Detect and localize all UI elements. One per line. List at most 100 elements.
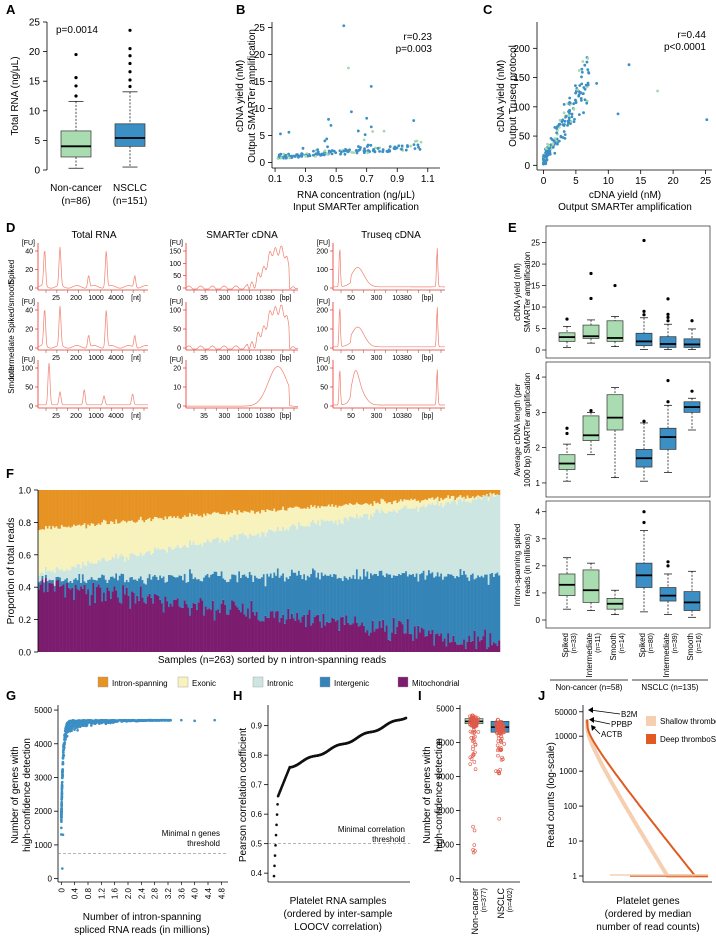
f-bar-91-3 <box>197 579 200 603</box>
c-ylabel2: Output Truseq protocol <box>508 45 519 147</box>
c-point-170 <box>551 142 555 146</box>
d-r0-c0-xtick-label-4: [nt] <box>131 295 141 302</box>
f-bar-104-4 <box>220 603 223 652</box>
f-bar-49-2 <box>124 561 127 583</box>
f-bar-4-2 <box>45 566 48 575</box>
b-point-157 <box>290 156 294 159</box>
b-point-21 <box>413 147 417 151</box>
f-bar-130-3 <box>266 573 269 618</box>
e-xlabel-n-1: (n=11) <box>595 633 602 653</box>
f-bar-203-4 <box>394 633 397 652</box>
d-r1-c1-trace <box>185 304 299 350</box>
f-bar-82-0 <box>182 490 185 518</box>
g-xlabel: Number of intron-spanning <box>83 912 201 923</box>
f-bar-197-1 <box>384 501 387 513</box>
d-r1-c0-xtick-label-4: [nt] <box>131 355 141 362</box>
c-point-extra-4 <box>595 82 599 85</box>
f-bar-180-4 <box>354 616 357 652</box>
d-r1-c1-xtick-label-1: 300 <box>219 355 231 362</box>
f-bar-29-3 <box>88 579 91 606</box>
f-bar-178-3 <box>350 578 353 625</box>
f-bar-174-3 <box>343 576 346 625</box>
j-annot-ppbp: PPBP <box>611 720 632 729</box>
g-point-648 <box>62 748 65 752</box>
f-bar-23-4 <box>78 590 81 652</box>
i-point-0-134 <box>471 850 476 855</box>
f-bar-92-3 <box>199 580 202 599</box>
f-bar-141-2 <box>285 528 288 578</box>
h-ytick-label-5: 0.9 <box>251 722 263 731</box>
g-point-660 <box>155 718 159 722</box>
g-point-622 <box>63 738 66 741</box>
f-bar-103-1 <box>218 513 221 543</box>
f-bar-80-2 <box>178 547 181 576</box>
f-bar-92-1 <box>199 515 202 544</box>
f-bar-222-3 <box>427 570 430 631</box>
f-bar-3-2 <box>43 574 46 583</box>
f-bar-188-1 <box>368 504 371 520</box>
a-box-noncancer-outlier-3 <box>74 52 78 57</box>
c-point-94 <box>574 91 578 95</box>
b-point-172 <box>277 155 281 158</box>
f-bar-19-2 <box>71 566 74 583</box>
f-bar-202-2 <box>392 509 395 576</box>
d-r1-c2-xtick-label-3: [bp] <box>422 355 434 362</box>
f-bar-241-3 <box>461 574 464 645</box>
f-bar-239-4 <box>457 644 460 652</box>
f-bar-90-0 <box>196 490 199 515</box>
f-bar-248-4 <box>473 630 476 652</box>
f-bar-65-2 <box>152 552 155 577</box>
f-bar-26-2 <box>83 564 86 582</box>
f-bar-7-3 <box>50 580 53 584</box>
g-ylabel2: high-confidence detection <box>22 738 33 852</box>
c-point-112 <box>578 84 582 87</box>
c-point-111 <box>551 145 555 149</box>
i-point-0-92 <box>470 730 475 735</box>
f-bar-236-4 <box>452 635 455 652</box>
f-bar-170-2 <box>336 524 339 579</box>
f-legend-label-1: Exonic <box>192 679 216 688</box>
d-r0-c0-ytick-label-1: 20 <box>25 267 33 274</box>
f-bar-114-2 <box>238 533 241 572</box>
f-bar-147-0 <box>296 490 299 507</box>
i-point-0-144 <box>472 718 477 723</box>
h-xlabel3: LOOCV correlation) <box>294 922 382 933</box>
f-bar-237-2 <box>454 500 457 579</box>
f-bar-161-3 <box>320 572 323 628</box>
e-p2-ytick-label-2: 2 <box>536 562 541 571</box>
f-bar-247-2 <box>471 499 474 574</box>
f-bar-172-1 <box>340 506 343 524</box>
h-ylabel: Pearson correlation coefficient <box>238 728 249 863</box>
f-bar-221-4 <box>426 635 429 652</box>
d-r1-c1-xtick-label-0: 35 <box>200 355 208 362</box>
f-bar-63-1 <box>148 517 151 551</box>
f-bar-15-1 <box>64 526 67 571</box>
c-point-120 <box>556 142 559 146</box>
f-bar-86-1 <box>189 513 192 541</box>
f-bar-156-2 <box>312 520 315 569</box>
j-annot-actb: ACTB <box>601 730 622 739</box>
f-bar-105-3 <box>222 578 225 600</box>
f-bar-251-2 <box>478 498 481 578</box>
i-point-0-65 <box>473 767 478 772</box>
f-bar-84-1 <box>185 516 188 548</box>
f-bar-118-0 <box>245 490 248 512</box>
f-bar-0-1 <box>38 530 41 576</box>
f-bar-259-3 <box>492 576 495 643</box>
f-bar-50-1 <box>125 522 128 558</box>
f-bar-235-2 <box>450 501 453 575</box>
f-bar-230-0 <box>442 490 445 500</box>
f-bar-164-0 <box>326 490 329 507</box>
f-bar-251-4 <box>478 641 481 652</box>
f-bar-81-1 <box>180 518 183 549</box>
f-bar-134-2 <box>273 532 276 573</box>
i-ytick-label-3: 3000 <box>436 772 454 781</box>
f-bar-10-1 <box>55 526 58 567</box>
f-bar-218-4 <box>420 627 423 652</box>
c-point-198 <box>572 120 576 124</box>
f-bar-47-0 <box>120 490 123 522</box>
f-bar-259-4 <box>492 642 495 652</box>
f-bar-40-4 <box>108 591 111 652</box>
f-bar-86-3 <box>189 569 192 616</box>
